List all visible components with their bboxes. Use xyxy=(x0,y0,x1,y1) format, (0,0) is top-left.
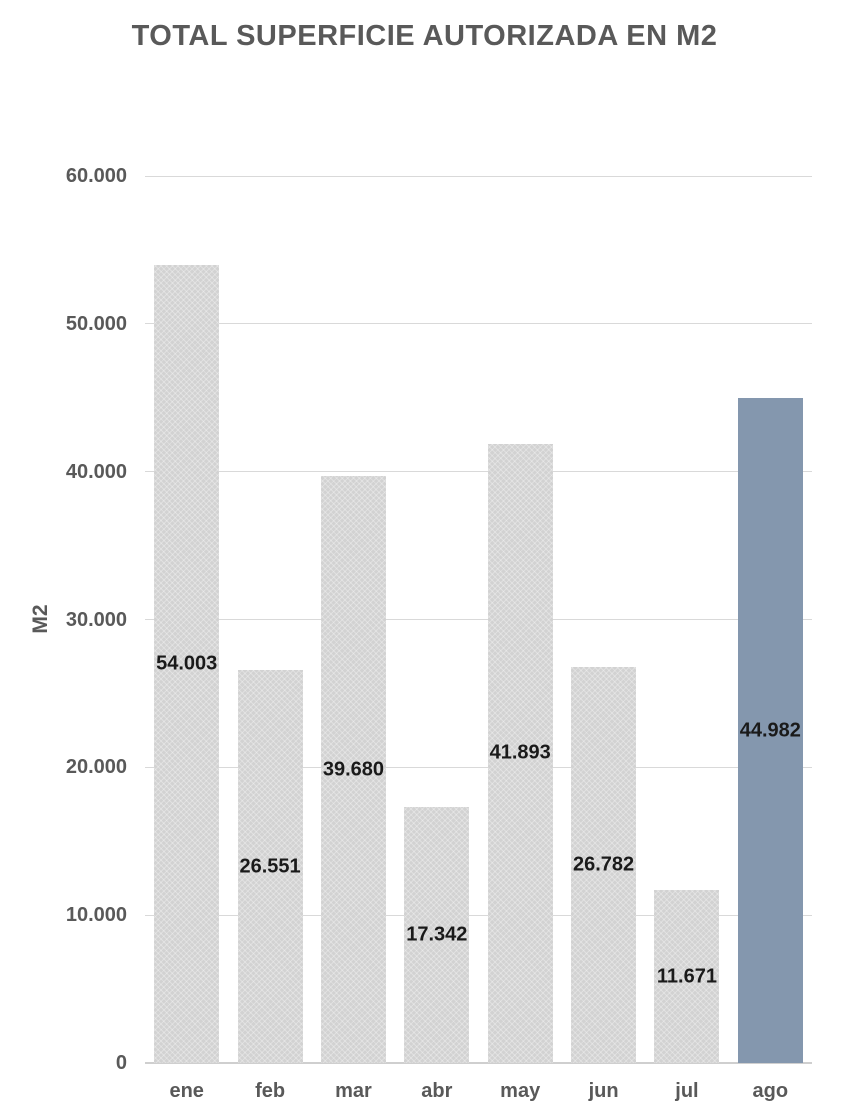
value-label-mar: 39.680 xyxy=(322,758,385,781)
x-tick-label-ene: ene xyxy=(169,1080,204,1102)
x-tick-label-may: may xyxy=(500,1080,541,1102)
gridline xyxy=(145,619,812,620)
gridline xyxy=(145,471,812,473)
bar-jun xyxy=(571,667,637,1063)
y-tick-label: 0 xyxy=(115,1052,127,1074)
x-tick-label-mar: mar xyxy=(335,1080,372,1102)
y-tick-label: 60.000 xyxy=(65,165,127,187)
value-label-may: 41.893 xyxy=(489,741,551,764)
value-label-abr: 17.342 xyxy=(406,923,468,946)
bar-abr xyxy=(404,806,470,1063)
gridline xyxy=(145,175,812,177)
value-label-jun: 26.782 xyxy=(572,853,635,876)
y-tick-label: 10.000 xyxy=(65,904,127,927)
x-tick-label-feb: feb xyxy=(255,1080,286,1102)
y-tick-label: 30.000 xyxy=(65,608,127,631)
bar-may xyxy=(487,443,553,1063)
y-tick-label: 50.000 xyxy=(65,312,127,335)
bar-ene xyxy=(154,264,220,1063)
value-label-feb: 26.551 xyxy=(239,855,301,878)
y-tick-label: 40.000 xyxy=(65,460,127,483)
y-tick-label: 20.000 xyxy=(65,756,127,779)
plot-area: 54.003 26.551 39.680 17.342 41.893 26.782 11.6… xyxy=(145,175,812,1064)
chart-title: TOTAL SUPERFICIE AUTORIZADA EN M2 xyxy=(131,20,718,52)
x-tick-label-jun: jun xyxy=(588,1080,619,1102)
bar-ago xyxy=(737,398,803,1063)
x-tick-label-ago: ago xyxy=(752,1080,789,1102)
gridline xyxy=(145,914,812,916)
x-axis-line xyxy=(145,1062,812,1064)
gridline xyxy=(145,323,812,325)
x-tick-label-jul: jul xyxy=(675,1080,699,1102)
x-tick-label-abr: abr xyxy=(421,1080,453,1102)
bar-feb xyxy=(237,670,303,1063)
gridline xyxy=(145,766,812,768)
value-label-ene: 54.003 xyxy=(156,652,218,675)
value-label-ago: 44.982 xyxy=(739,719,801,741)
bar-mar xyxy=(320,476,386,1063)
value-label-jul: 11.671 xyxy=(656,965,717,988)
bar-jul xyxy=(654,890,720,1063)
